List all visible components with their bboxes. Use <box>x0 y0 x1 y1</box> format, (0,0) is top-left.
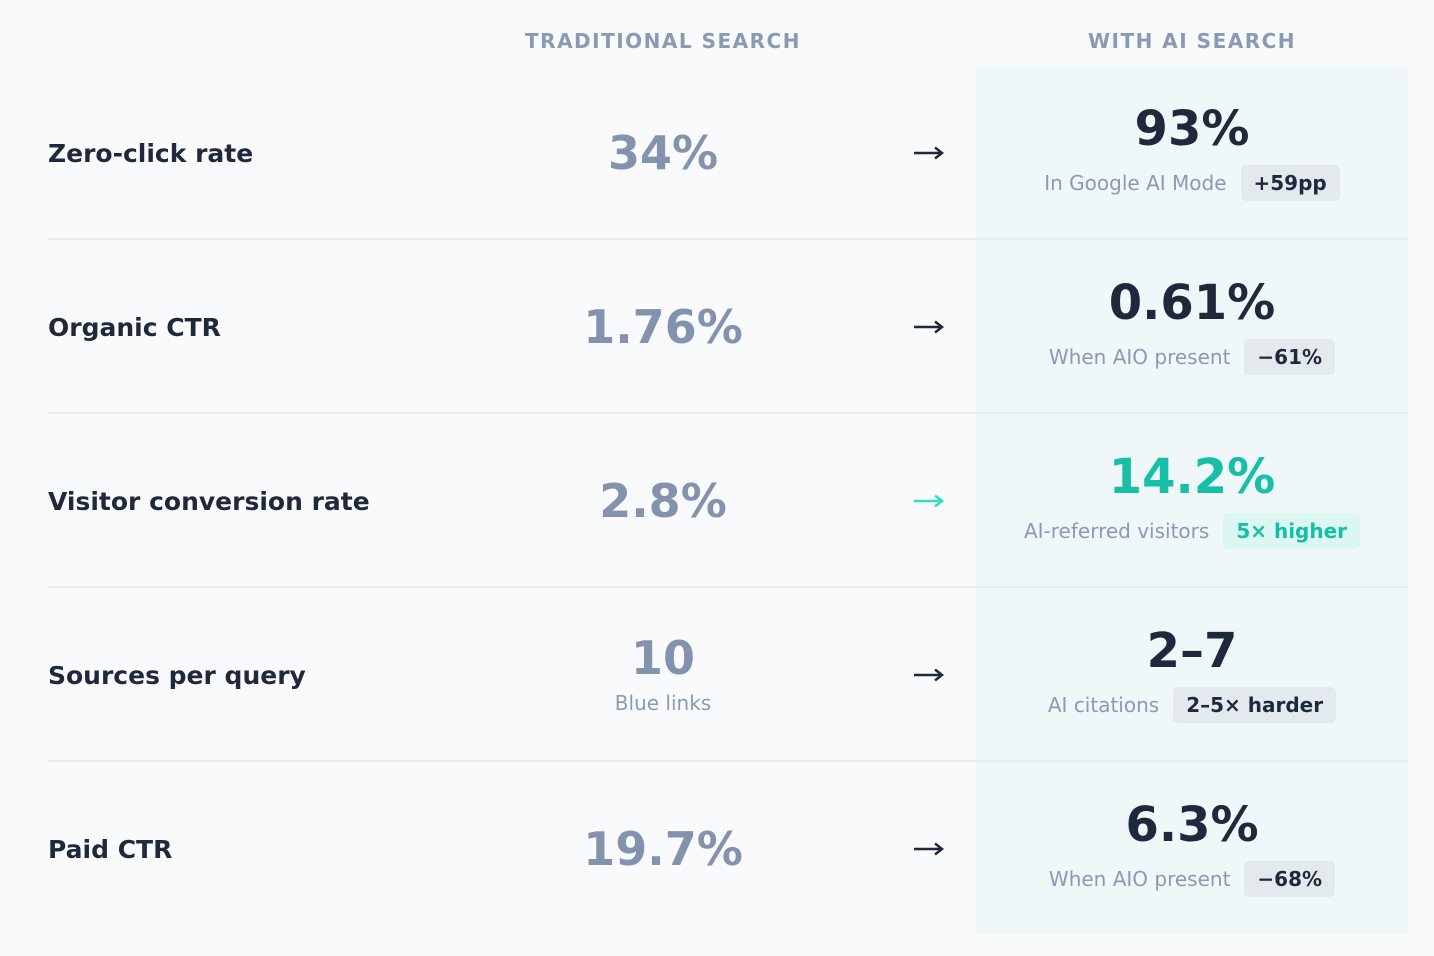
ai-cell: 93% In Google AI Mode +59pp <box>976 66 1408 240</box>
traditional-value: 19.7% <box>583 822 743 876</box>
ai-sub-label: AI citations <box>1047 693 1160 717</box>
arrow-right-icon <box>912 588 946 762</box>
ai-subtext: When AIO present −61% <box>1048 339 1336 375</box>
metric-label: Zero-click rate <box>48 138 254 168</box>
table-row: Paid CTR 19.7% 6.3% When AIO present −68… <box>48 762 1408 936</box>
ai-sub-label: In Google AI Mode <box>1044 171 1227 195</box>
table-row: Sources per query 10 Blue links 2–7 AI c… <box>48 588 1408 762</box>
arrow-right-icon <box>912 762 946 936</box>
change-badge: +59pp <box>1240 165 1340 201</box>
ai-sub-label: AI-referred visitors <box>1023 519 1210 543</box>
traditional-value: 1.76% <box>583 300 743 354</box>
change-badge: −68% <box>1244 861 1336 897</box>
traditional-sub-label: Blue links <box>614 691 712 715</box>
ai-sub-label: When AIO present <box>1048 345 1231 369</box>
arrow-right-icon <box>912 414 946 588</box>
traditional-cell: 34% <box>463 66 863 240</box>
traditional-value: 34% <box>607 126 719 180</box>
change-badge: −61% <box>1244 339 1336 375</box>
traditional-cell: 19.7% <box>463 762 863 936</box>
ai-cell: 6.3% When AIO present −68% <box>976 762 1408 936</box>
ai-subtext: AI citations 2–5× harder <box>1047 687 1337 723</box>
table-row: Zero-click rate 34% 93% In Google AI Mod… <box>48 66 1408 240</box>
metric-label: Organic CTR <box>48 312 221 342</box>
table-row: Visitor conversion rate 2.8% 14.2% AI-re… <box>48 414 1408 588</box>
ai-value: 6.3% <box>1125 797 1259 853</box>
metric-label: Sources per query <box>48 660 306 690</box>
ai-value: 0.61% <box>1108 275 1276 331</box>
arrow-right-icon <box>912 66 946 240</box>
change-badge: 5× higher <box>1223 513 1361 549</box>
ai-cell: 2–7 AI citations 2–5× harder <box>976 588 1408 762</box>
ai-value: 2–7 <box>1146 623 1238 679</box>
ai-subtext: When AIO present −68% <box>1048 861 1336 897</box>
arrow-right-icon <box>912 240 946 414</box>
traditional-cell: 1.76% <box>463 240 863 414</box>
traditional-value: 10 <box>630 631 695 685</box>
ai-cell: 0.61% When AIO present −61% <box>976 240 1408 414</box>
traditional-cell: 2.8% <box>463 414 863 588</box>
ai-subtext: AI-referred visitors 5× higher <box>1023 513 1361 549</box>
ai-value: 93% <box>1134 101 1250 157</box>
table-header: TRADITIONAL SEARCH WITH AI SEARCH <box>0 0 1434 66</box>
metric-label: Paid CTR <box>48 834 173 864</box>
traditional-value: 2.8% <box>599 474 727 528</box>
ai-value: 14.2% <box>1108 449 1276 505</box>
traditional-cell: 10 Blue links <box>463 588 863 762</box>
change-badge: 2–5× harder <box>1173 687 1337 723</box>
ai-subtext: In Google AI Mode +59pp <box>1044 165 1340 201</box>
ai-sub-label: When AIO present <box>1048 867 1231 891</box>
traditional-search-header: TRADITIONAL SEARCH <box>525 29 801 53</box>
table-row: Organic CTR 1.76% 0.61% When AIO present… <box>48 240 1408 414</box>
metric-label: Visitor conversion rate <box>48 486 370 516</box>
ai-search-column-background <box>976 66 1408 933</box>
ai-cell: 14.2% AI-referred visitors 5× higher <box>976 414 1408 588</box>
ai-search-header: WITH AI SEARCH <box>1087 29 1297 53</box>
